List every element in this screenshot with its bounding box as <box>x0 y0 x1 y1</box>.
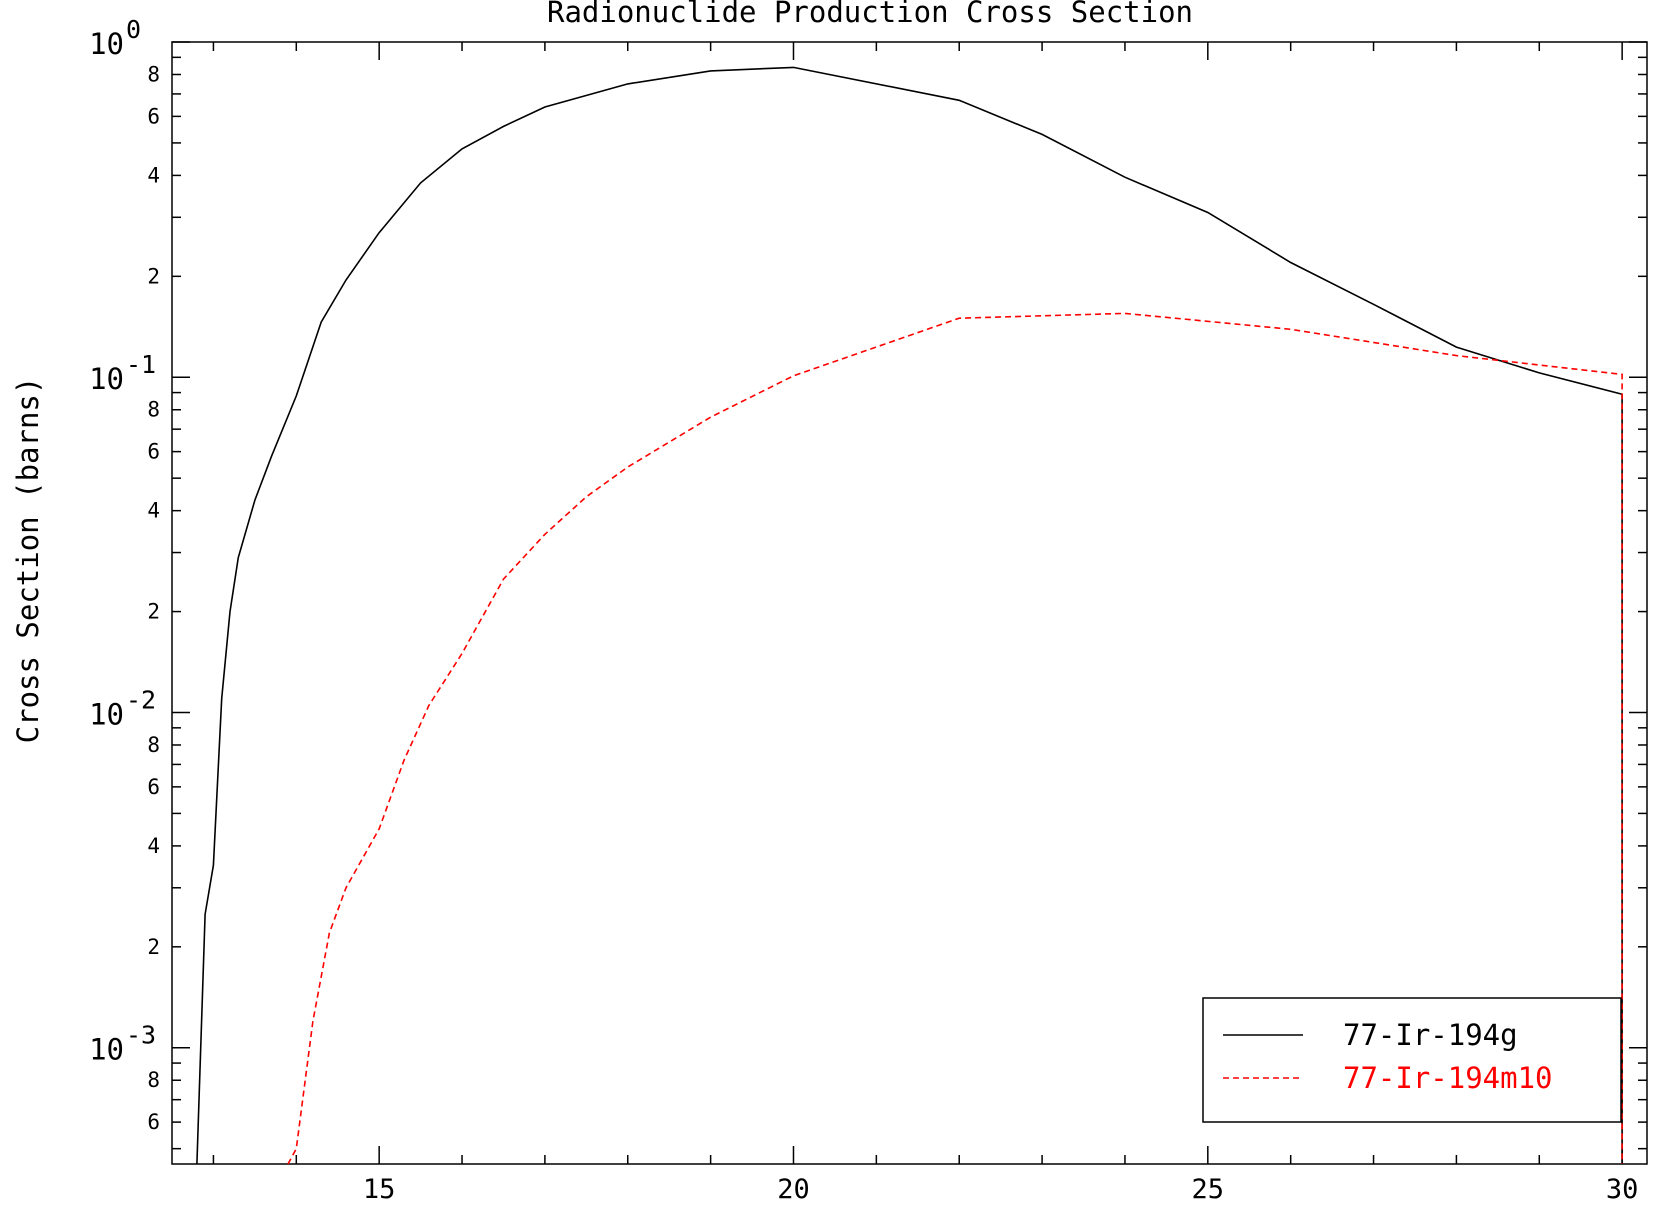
y-minor-tick-label: 8 <box>147 62 160 86</box>
y-minor-tick-label: 8 <box>147 733 160 757</box>
y-minor-tick-label: 4 <box>147 163 160 187</box>
y-decade-label-exponent: -3 <box>126 1021 156 1050</box>
y-decade-label-base: 10 <box>89 362 124 396</box>
chart-title: Radionuclide Production Cross Section <box>547 0 1193 29</box>
legend: 77-Ir-194g 77-Ir-194m10 <box>1202 997 1622 1123</box>
y-minor-tick-label: 8 <box>147 1068 160 1092</box>
y-axis-label: Cross Section (barns) <box>11 377 45 744</box>
series-line-0 <box>196 66 1623 1165</box>
x-tick-label: 20 <box>777 1174 810 1205</box>
y-minor-tick-label: 2 <box>147 600 160 624</box>
legend-label-1: 77-Ir-194m10 <box>1343 1061 1553 1095</box>
y-decade-label-base: 10 <box>89 27 124 61</box>
y-minor-tick-label: 4 <box>147 834 160 858</box>
y-minor-tick-label: 2 <box>147 935 160 959</box>
legend-box <box>1202 997 1622 1123</box>
x-tick-label: 30 <box>1606 1174 1639 1205</box>
y-minor-tick-label: 6 <box>147 440 160 464</box>
y-minor-tick-label: 4 <box>147 499 160 523</box>
y-minor-tick-label: 8 <box>147 398 160 422</box>
x-tick-label: 15 <box>363 1174 396 1205</box>
plot-frame <box>171 41 1648 1165</box>
y-decade-label-base: 10 <box>89 697 124 731</box>
series-layer <box>196 66 1623 1165</box>
x-tick-label: 25 <box>1192 1174 1225 1205</box>
y-minor-tick-label: 6 <box>147 1110 160 1134</box>
y-decade-label-exponent: -2 <box>126 685 156 714</box>
y-decade-label-base: 10 <box>89 1033 124 1067</box>
series-line-1 <box>287 312 1623 1165</box>
y-minor-tick-label: 6 <box>147 775 160 799</box>
y-minor-tick-label: 6 <box>147 104 160 128</box>
legend-label-0: 77-Ir-194g <box>1343 1018 1518 1052</box>
y-decade-label-exponent: -1 <box>126 350 156 379</box>
y-decade-label-exponent: 0 <box>126 15 141 44</box>
y-minor-tick-label: 2 <box>147 264 160 288</box>
